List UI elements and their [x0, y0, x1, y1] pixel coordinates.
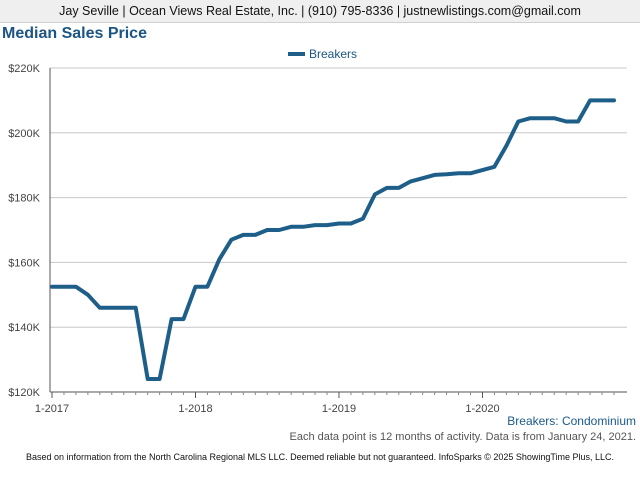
y-tick-label: $180K: [8, 193, 40, 205]
y-tick-label: $220K: [8, 63, 40, 75]
series-line-breakers: [50, 98, 616, 381]
y-tick-label: $160K: [8, 257, 40, 269]
chart-title: Median Sales Price: [2, 25, 147, 42]
x-tick-label: 1-2017: [35, 403, 69, 415]
contact-header: Jay Seville | Ocean Views Real Estate, I…: [0, 0, 640, 23]
x-tick-label: 1-2018: [178, 403, 212, 415]
y-tick-label: $120K: [8, 387, 40, 399]
legend-label-breakers: Breakers: [309, 47, 357, 61]
disclaimer: Based on information from the North Caro…: [25, 452, 615, 462]
x-tick-label: 1-2020: [465, 403, 499, 415]
y-tick-label: $140K: [8, 322, 40, 334]
y-tick-label: $200K: [8, 128, 40, 140]
data-note: Each data point is 12 months of activity…: [289, 431, 636, 443]
x-tick-label: 1-2019: [322, 403, 356, 415]
chart-subtitle: Breakers: Condominium: [507, 414, 636, 428]
